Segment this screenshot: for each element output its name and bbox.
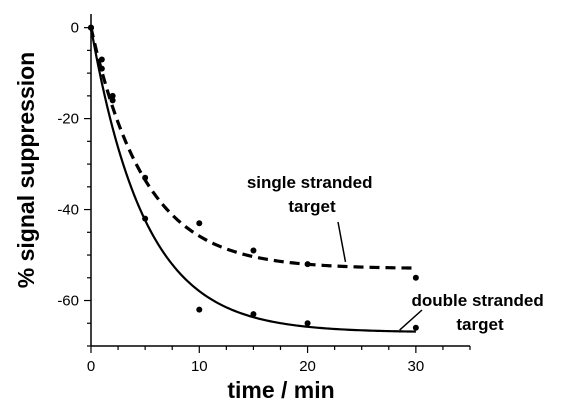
annotation-single-stranded: single stranded target — [247, 173, 377, 263]
annotation-single-line-2: target — [288, 197, 336, 216]
data-point-single — [109, 92, 116, 99]
y-tick-label: -60 — [57, 293, 79, 310]
annotation-single-pointer — [337, 221, 347, 263]
data-point-double — [196, 306, 203, 313]
y-tick-label: -20 — [57, 111, 79, 128]
data-point-single — [412, 274, 419, 281]
data-point-single — [196, 220, 203, 227]
data-points — [88, 24, 419, 331]
fit-line-single — [89, 27, 416, 270]
data-point-single — [304, 261, 311, 268]
x-tick-label: 0 — [87, 358, 95, 375]
x-tick-label: 20 — [299, 358, 316, 375]
y-axis-title: % signal suppression — [13, 52, 39, 288]
data-point-double — [304, 320, 311, 327]
plot-area — [88, 24, 419, 333]
x-ticks: 0 10 20 30 — [87, 346, 471, 375]
x-tick-label: 30 — [408, 358, 425, 375]
y-ticks: 0 -20 -40 -60 — [57, 20, 91, 347]
annotation-double-pointer — [399, 309, 423, 331]
svg-text:single stranded target: single stranded target — [247, 173, 377, 216]
x-tick-label: 10 — [191, 358, 208, 375]
data-point-single — [142, 174, 149, 181]
data-point-double — [412, 324, 419, 331]
data-point-single — [98, 56, 105, 63]
y-tick-label: -40 — [57, 202, 79, 219]
data-point-single — [250, 247, 257, 254]
data-point-double — [142, 215, 149, 222]
annotation-single-line-1: single stranded — [247, 173, 373, 192]
y-tick-label: 0 — [71, 20, 79, 37]
svg-text:double stranded target: double stranded target — [412, 291, 549, 334]
axes: 0 10 20 30 0 -20 -40 -60 — [57, 14, 471, 375]
data-point-double — [98, 65, 105, 72]
annotation-double-line-2: target — [456, 315, 504, 334]
annotation-double-stranded: double stranded target — [399, 291, 549, 334]
annotation-double-line-1: double stranded — [412, 291, 544, 310]
x-axis-title: time / min — [227, 377, 334, 403]
data-point-double — [109, 97, 116, 104]
data-point-double — [250, 311, 257, 318]
